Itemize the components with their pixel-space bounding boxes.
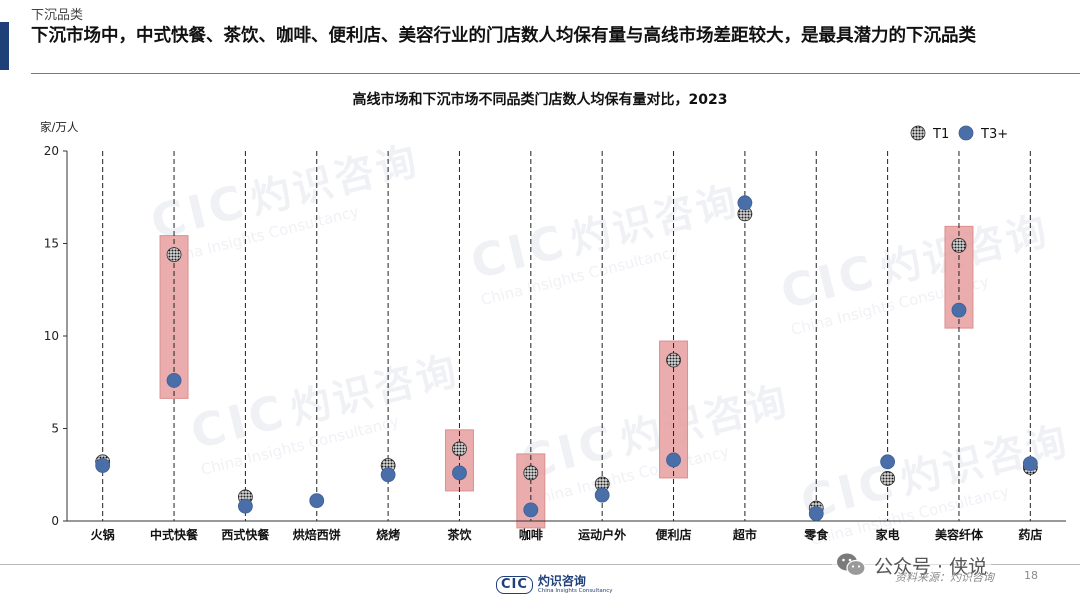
y-tick-label: 0: [51, 514, 59, 528]
x-tick-label: 零食: [803, 527, 829, 542]
t1-point: [666, 352, 681, 368]
t3-point: [880, 454, 896, 470]
x-tick-label: 茶饮: [446, 527, 472, 542]
t1-point: [166, 247, 182, 263]
cic-logo-cn: 灼识咨询: [537, 574, 586, 589]
t3-point: [808, 506, 824, 521]
wechat-icon: [837, 553, 866, 577]
t3-point: [166, 372, 182, 388]
y-tick-label: 20: [44, 144, 59, 158]
chart-title: 高线市场和下沉市场不同品类门店数人均保有量对比，2023: [352, 92, 728, 108]
x-tick-label: 便利店: [656, 527, 692, 542]
t3-point: [237, 498, 253, 514]
t1-point: [452, 441, 467, 457]
wechat-account-badge: 公众号 · 侠说: [832, 550, 992, 580]
legend-label: T1: [932, 127, 949, 142]
x-tick-label: 超市: [732, 527, 757, 542]
legend-marker: [958, 125, 974, 141]
y-axis-label: 家/万人: [40, 120, 79, 134]
accent-bar: [0, 22, 9, 70]
headline: 下沉市场中，中式快餐、茶饮、咖啡、便利店、美容行业的门店数人均保有量与高线市场差…: [31, 26, 976, 46]
t3-point: [95, 458, 111, 473]
legend-marker: [910, 125, 926, 141]
headline-divider: [31, 73, 1080, 74]
t1-point: [880, 471, 896, 486]
t3-point: [1022, 456, 1038, 472]
cic-logo-en: China Insights Consultancy: [537, 588, 613, 595]
legend-label: T3+: [980, 127, 1008, 142]
t3-point: [951, 302, 967, 318]
cic-logo: CIC 灼识咨询 China Insights Consultancy: [496, 570, 613, 600]
x-tick-label: 中式快餐: [150, 527, 199, 542]
t3-point: [380, 467, 396, 483]
x-tick-label: 咖啡: [519, 527, 543, 542]
x-tick-label: 火锅: [91, 527, 115, 542]
x-tick-label: 西式快餐: [221, 527, 270, 542]
section-label: 下沉品类: [31, 8, 84, 23]
t3-point: [594, 487, 610, 503]
t3-point: [452, 465, 467, 481]
source-note: 资料来源：灼识咨询: [895, 571, 994, 584]
page-number: 18: [1024, 569, 1038, 582]
cic-logo-mark: CIC: [496, 576, 533, 594]
y-tick-label: 5: [51, 422, 59, 436]
x-tick-label: 药店: [1018, 527, 1042, 542]
t3-point: [666, 452, 681, 468]
t1-point: [951, 237, 967, 253]
x-tick-label: 家电: [876, 527, 900, 542]
t1-point: [523, 465, 539, 481]
t3-point: [737, 195, 753, 211]
x-tick-label: 美容纤体: [935, 527, 984, 542]
wechat-account-label: 公众号 · 侠说: [874, 555, 988, 578]
y-tick-label: 15: [44, 237, 59, 251]
x-tick-label: 运动户外: [578, 527, 626, 542]
footer-divider: [0, 564, 1080, 565]
t3-point: [523, 502, 539, 518]
x-tick-label: 烘焙西饼: [293, 527, 341, 542]
y-tick-label: 10: [44, 329, 59, 343]
t3-point: [309, 493, 325, 509]
x-tick-label: 烧烤: [376, 527, 400, 542]
